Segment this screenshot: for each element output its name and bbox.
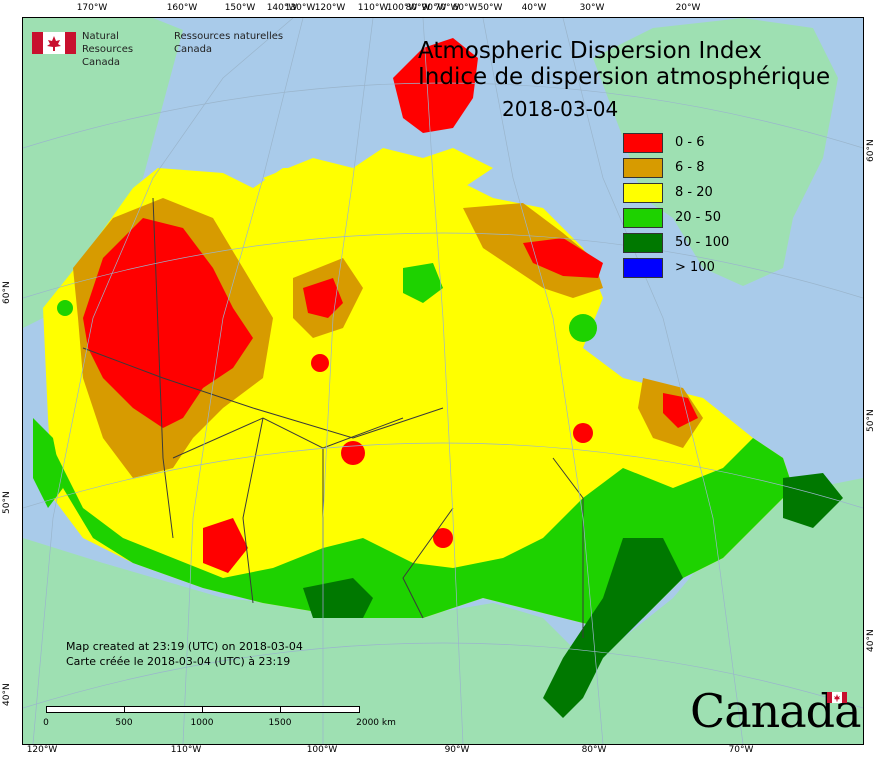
map-canvas	[22, 17, 864, 745]
bottom-longitude-label: 110°W	[170, 745, 202, 755]
top-longitude-label: 120°W	[314, 3, 346, 13]
greenland-land	[593, 18, 838, 286]
top-longitude-label: 100°W	[386, 3, 418, 13]
red-spot-manitoba	[341, 441, 365, 465]
top-longitude-label: 60°W	[452, 3, 478, 13]
top-longitude-label: 130°W	[284, 3, 316, 13]
agency-name-fr-line2: Canada	[174, 44, 213, 55]
creation-note-fr: Carte créée le 2018-03-04 (UTC) à 23:19	[66, 655, 291, 668]
scale-label: 1500	[268, 718, 292, 728]
bottom-longitude-label: 100°W	[306, 745, 338, 755]
prairie-red-spot	[203, 518, 248, 573]
top-longitude-label: 170°W	[76, 3, 108, 13]
top-longitude-label: 110°W	[357, 3, 389, 13]
arctic-island-yellow	[263, 148, 493, 193]
scale-bar: 0 500 1000 1500 2000 km	[43, 704, 396, 734]
legend-item: 6 - 8	[623, 158, 783, 180]
scale-segment	[202, 706, 282, 713]
scale-segment	[280, 706, 360, 713]
creation-note: Map created at 23:19 (UTC) on 2018-03-04…	[66, 639, 303, 669]
prairie-dark-green	[303, 578, 373, 618]
legend-label: 20 - 50	[675, 210, 722, 225]
map-date: 2018-03-04	[502, 97, 619, 121]
maritimes-dark-green	[783, 473, 843, 528]
left-latitude-label: 50°N	[2, 491, 12, 514]
top-longitude-label: 30°W	[579, 3, 605, 13]
left-latitude-label: 60°N	[2, 281, 12, 304]
legend-swatch	[623, 258, 663, 278]
legend-label: 50 - 100	[675, 235, 730, 250]
title-fr: Indice de dispersion atmosphérique	[418, 64, 831, 90]
green-spot-ellesmere	[569, 314, 597, 342]
top-longitude-label: 40°W	[521, 3, 547, 13]
legend-item: > 100	[623, 258, 783, 280]
agency-name-fr-line1: Ressources naturelles	[174, 31, 284, 42]
creation-note-en: Map created at 23:19 (UTC) on 2018-03-04	[66, 640, 303, 653]
dispersion-map	[23, 18, 863, 744]
graticule-lines	[23, 18, 863, 744]
bc-coast-green	[33, 418, 63, 508]
bottom-longitude-label: 120°W	[26, 745, 58, 755]
usa-land	[23, 478, 863, 744]
right-latitude-label: 60°N	[866, 139, 876, 162]
top-longitude-label: 80°W	[405, 3, 431, 13]
hudson-green-patch	[403, 263, 443, 303]
legend-label: > 100	[675, 260, 715, 275]
legend-swatch	[623, 133, 663, 153]
top-longitude-label: 70°W	[434, 3, 460, 13]
scale-label: 1000	[190, 718, 214, 728]
top-longitude-label: 90°W	[421, 3, 447, 13]
legend-swatch	[623, 208, 663, 228]
legend-swatch	[623, 233, 663, 253]
legend-swatch	[623, 158, 663, 178]
red-spot-labrador	[573, 423, 593, 443]
legend-swatch	[623, 183, 663, 203]
scale-label: 0	[43, 718, 49, 728]
wordmark-flag-icon	[827, 692, 847, 703]
top-longitude-label: 150°W	[224, 3, 256, 13]
provincial-borders	[82, 197, 584, 638]
right-latitude-label: 40°N	[866, 629, 876, 652]
legend-label: 6 - 8	[675, 160, 705, 175]
scale-segment	[46, 706, 126, 713]
bottom-longitude-label: 80°W	[581, 745, 607, 755]
legend-item: 50 - 100	[623, 233, 783, 255]
legend-label: 8 - 20	[675, 185, 713, 200]
alaska-land	[23, 18, 183, 328]
bottom-longitude-label: 90°W	[444, 745, 470, 755]
scale-label: 2000 km	[356, 718, 396, 728]
quebec-red	[663, 393, 698, 428]
legend-label: 0 - 6	[675, 135, 705, 150]
agency-name-en-line1: Natural Resources	[82, 31, 134, 55]
legend-item: 20 - 50	[623, 208, 783, 230]
right-latitude-label: 50°N	[866, 409, 876, 432]
legend-item: 0 - 6	[623, 133, 783, 155]
arctic-island-north	[393, 38, 478, 133]
top-longitude-label: 50°W	[477, 3, 503, 13]
left-latitude-label: 40°N	[2, 683, 12, 706]
agency-name-en-line2: Canada	[82, 57, 121, 68]
scale-label: 500	[115, 718, 133, 728]
top-longitude-label: 140°W	[266, 3, 298, 13]
red-spot-ontario	[433, 528, 453, 548]
map-title: Atmospheric Dispersion Index Indice de d…	[418, 38, 830, 90]
southern-green-band	[43, 428, 793, 628]
legend-item: 8 - 20	[623, 183, 783, 205]
top-longitude-label: 160°W	[166, 3, 198, 13]
bottom-longitude-label: 70°W	[728, 745, 754, 755]
east-dark-green	[543, 538, 683, 718]
scale-segment	[124, 706, 204, 713]
baffin-red	[523, 238, 603, 278]
hudson-red	[303, 278, 343, 318]
green-spot-yukon	[57, 300, 73, 316]
red-spot-nunavut	[311, 354, 329, 372]
canada-flag-icon	[32, 32, 76, 54]
title-en: Atmospheric Dispersion Index	[418, 38, 762, 64]
top-longitude-label: 20°W	[675, 3, 701, 13]
